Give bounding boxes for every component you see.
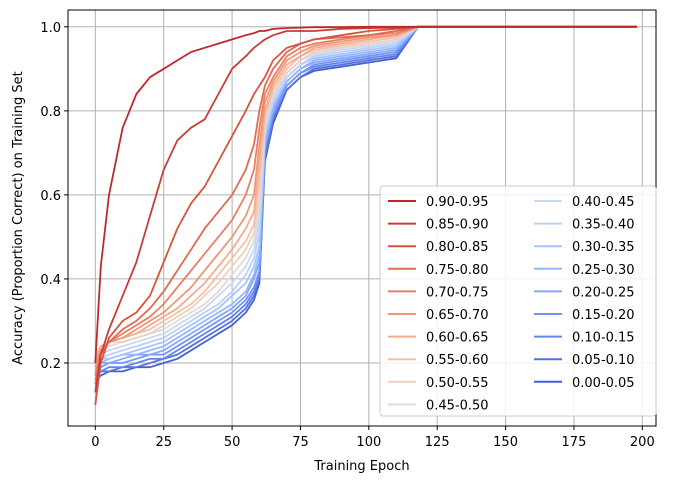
y-tick-label: 0.6: [40, 189, 61, 204]
legend-label: 0.70-0.75: [426, 285, 489, 300]
x-tick-label: 75: [292, 435, 309, 450]
x-tick-label: 50: [224, 435, 241, 450]
legend-label: 0.20-0.25: [572, 285, 635, 300]
legend-label: 0.40-0.45: [572, 195, 635, 210]
legend-label: 0.55-0.60: [426, 353, 489, 368]
legend-label: 0.65-0.70: [426, 308, 489, 323]
legend-label: 0.15-0.20: [572, 308, 635, 323]
x-tick-label: 175: [562, 435, 587, 450]
legend-label: 0.25-0.30: [572, 263, 635, 278]
legend-box: [379, 185, 657, 417]
y-axis-ticks: 0.2 0.4 0.6 0.8 1.0: [40, 21, 68, 372]
legend-label: 0.50-0.55: [426, 376, 489, 391]
y-tick-label: 1.0: [40, 21, 61, 36]
legend-label: 0.10-0.15: [572, 331, 635, 346]
series-lines: [94, 25, 637, 406]
legend-label: 0.90-0.95: [426, 195, 489, 210]
y-tick-label: 0.8: [40, 105, 61, 120]
x-tick-label: 150: [493, 435, 518, 450]
y-axis-label: Accuracy (Proportion Correct) on Trainin…: [11, 71, 26, 365]
legend-label: 0.30-0.35: [572, 240, 635, 255]
legend-label: 0.60-0.65: [426, 331, 489, 346]
legend-label: 0.05-0.10: [572, 353, 635, 368]
x-axis-label: Training Epoch: [313, 459, 409, 474]
legend-label: 0.45-0.50: [426, 398, 489, 413]
x-axis-ticks: 0 25 50 75 100 125 150 175 200: [91, 426, 655, 450]
series-line: [94, 25, 637, 364]
y-tick-label: 0.2: [40, 357, 61, 372]
legend: 0.90-0.95 0.85-0.90 0.80-0.85 0.75-0.80 0.70…: [379, 185, 657, 417]
x-tick-label: 0: [91, 435, 99, 450]
y-tick-label: 0.4: [40, 273, 61, 288]
x-tick-label: 100: [356, 435, 381, 450]
legend-label: 0.00-0.05: [572, 376, 635, 391]
legend-label: 0.80-0.85: [426, 240, 489, 255]
legend-label: 0.85-0.90: [426, 218, 489, 233]
legend-label: 0.35-0.40: [572, 218, 635, 233]
legend-label: 0.75-0.80: [426, 263, 489, 278]
x-tick-label: 25: [155, 435, 172, 450]
x-tick-label: 200: [630, 435, 655, 450]
x-tick-label: 125: [425, 435, 450, 450]
